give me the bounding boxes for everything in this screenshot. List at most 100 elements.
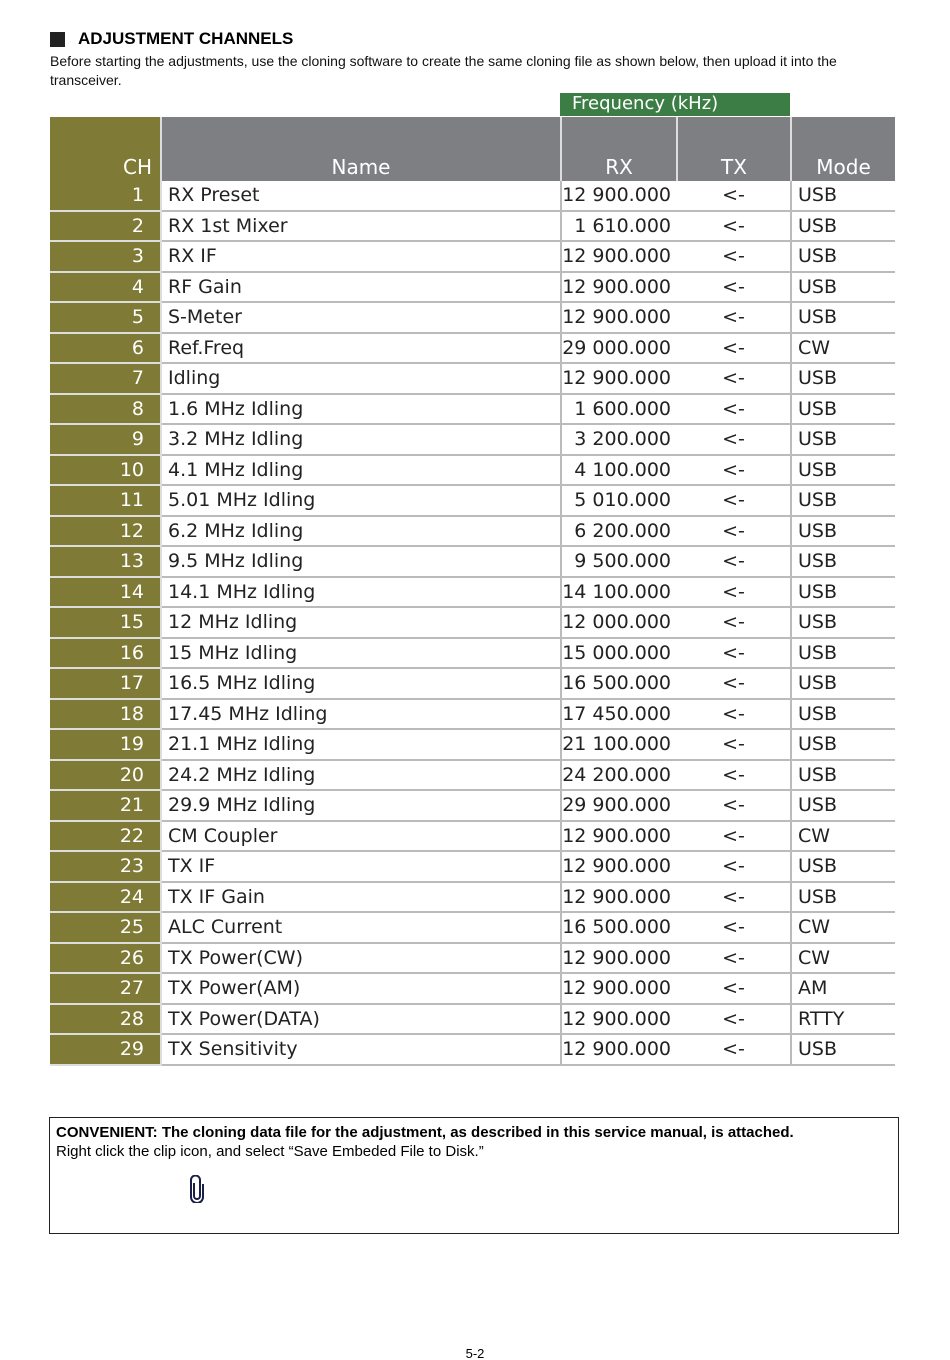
row-tx: <- xyxy=(677,546,791,578)
row-name: RF Gain xyxy=(160,271,561,303)
row-mode: USB xyxy=(790,181,895,212)
row-mode: USB xyxy=(790,424,895,456)
row-ch: 1 xyxy=(50,181,161,212)
row-name: CM Coupler xyxy=(160,820,561,852)
row-tx: <- xyxy=(677,424,791,456)
row-ch: 18 xyxy=(50,698,161,730)
row-ch: 8 xyxy=(50,393,161,425)
row-rx: 12 900.000 xyxy=(560,363,677,395)
section-heading: ADJUSTMENT CHANNELS xyxy=(50,29,293,49)
row-rx: 12 900.000 xyxy=(560,820,677,852)
row-ch: 6 xyxy=(50,332,161,364)
row-mode: USB xyxy=(790,241,895,273)
row-name: 6.2 MHz Idling xyxy=(160,515,561,547)
row-ch: 11 xyxy=(50,485,161,517)
row-mode: USB xyxy=(790,363,895,395)
row-tx: <- xyxy=(677,1034,791,1066)
table-row: 23 TX IF 12 900.000 <- USB xyxy=(50,851,895,883)
row-name: 24.2 MHz Idling xyxy=(160,759,561,791)
table-row: 20 24.2 MHz Idling 24 200.000 <- USB xyxy=(50,759,895,791)
row-ch: 20 xyxy=(50,759,161,791)
table-row: 29 TX Sensitivity 12 900.000 <- USB xyxy=(50,1034,895,1066)
row-ch: 2 xyxy=(50,210,161,242)
note-text: Right click the clip icon, and select “S… xyxy=(56,1143,484,1160)
row-tx: <- xyxy=(677,454,791,486)
table-row: 21 29.9 MHz Idling 29 900.000 <- USB xyxy=(50,790,895,822)
row-name: TX Power(AM) xyxy=(160,973,561,1005)
row-rx: 5 010.000 xyxy=(560,485,677,517)
row-name: 9.5 MHz Idling xyxy=(160,546,561,578)
section-title: ADJUSTMENT CHANNELS xyxy=(78,29,294,48)
page-number: 5-2 xyxy=(465,1346,485,1360)
row-mode: USB xyxy=(790,546,895,578)
row-name: TX Sensitivity xyxy=(160,1034,561,1066)
row-rx: 6 200.000 xyxy=(560,515,677,547)
table-row: 10 4.1 MHz Idling 4 100.000 <- USB xyxy=(50,454,895,486)
row-rx: 15 000.000 xyxy=(560,637,677,669)
row-name: Idling xyxy=(160,363,561,395)
table-row: 16 15 MHz Idling 15 000.000 <- USB xyxy=(50,637,895,669)
table-row: 1 RX Preset 12 900.000 <- USB xyxy=(50,181,895,212)
row-rx: 16 500.000 xyxy=(560,912,677,944)
row-mode: CW xyxy=(790,942,895,974)
table-row: 5 S-Meter 12 900.000 <- USB xyxy=(50,302,895,334)
table-row: 6 Ref.Freq 29 000.000 <- CW xyxy=(50,332,895,364)
table-row: 14 14.1 MHz Idling 14 100.000 <- USB xyxy=(50,576,895,608)
table-row: 11 5.01 MHz Idling 5 010.000 <- USB xyxy=(50,485,895,517)
row-rx: 4 100.000 xyxy=(560,454,677,486)
row-rx: 12 900.000 xyxy=(560,973,677,1005)
row-ch: 28 xyxy=(50,1003,161,1035)
row-tx: <- xyxy=(677,363,791,395)
row-mode: RTTY xyxy=(790,1003,895,1035)
row-tx: <- xyxy=(677,607,791,639)
row-mode: USB xyxy=(790,668,895,700)
row-mode: USB xyxy=(790,485,895,517)
row-ch: 23 xyxy=(50,851,161,883)
row-ch: 5 xyxy=(50,302,161,334)
row-tx: <- xyxy=(677,485,791,517)
row-ch: 14 xyxy=(50,576,161,608)
row-rx: 29 000.000 xyxy=(560,332,677,364)
table-row: 3 RX IF 12 900.000 <- USB xyxy=(50,241,895,273)
row-name: RX IF xyxy=(160,241,561,273)
paperclip-icon[interactable] xyxy=(190,1175,204,1203)
row-mode: USB xyxy=(790,302,895,334)
row-ch: 13 xyxy=(50,546,161,578)
row-mode: USB xyxy=(790,637,895,669)
row-ch: 12 xyxy=(50,515,161,547)
frequency-group-header: Frequency (kHz) xyxy=(560,93,790,116)
table-row: 17 16.5 MHz Idling 16 500.000 <- USB xyxy=(50,668,895,700)
table-row: 13 9.5 MHz Idling 9 500.000 <- USB xyxy=(50,546,895,578)
table-row: 7 Idling 12 900.000 <- USB xyxy=(50,363,895,395)
row-rx: 17 450.000 xyxy=(560,698,677,730)
row-tx: <- xyxy=(677,790,791,822)
row-mode: USB xyxy=(790,210,895,242)
row-ch: 7 xyxy=(50,363,161,395)
row-name: ALC Current xyxy=(160,912,561,944)
row-mode: USB xyxy=(790,790,895,822)
row-mode: USB xyxy=(790,881,895,913)
table-row: 27 TX Power(AM) 12 900.000 <- AM xyxy=(50,973,895,1005)
row-tx: <- xyxy=(677,668,791,700)
row-rx: 14 100.000 xyxy=(560,576,677,608)
row-mode: USB xyxy=(790,393,895,425)
row-rx: 3 200.000 xyxy=(560,424,677,456)
row-rx: 24 200.000 xyxy=(560,759,677,791)
header-mode: Mode xyxy=(790,117,895,181)
row-rx: 12 900.000 xyxy=(560,851,677,883)
row-rx: 29 900.000 xyxy=(560,790,677,822)
row-mode: CW xyxy=(790,820,895,852)
table-row: 24 TX IF Gain 12 900.000 <- USB xyxy=(50,881,895,913)
row-rx: 12 900.000 xyxy=(560,271,677,303)
row-rx: 9 500.000 xyxy=(560,546,677,578)
row-name: 3.2 MHz Idling xyxy=(160,424,561,456)
row-tx: <- xyxy=(677,912,791,944)
row-name: 16.5 MHz Idling xyxy=(160,668,561,700)
row-rx: 16 500.000 xyxy=(560,668,677,700)
row-rx: 12 900.000 xyxy=(560,881,677,913)
row-mode: USB xyxy=(790,759,895,791)
adjustment-channels-table: CH Name RX TX Mode 1 RX Preset 12 900.000 <… xyxy=(50,117,895,1066)
row-mode: AM xyxy=(790,973,895,1005)
header-tx: TX xyxy=(676,117,791,181)
row-mode: USB xyxy=(790,271,895,303)
